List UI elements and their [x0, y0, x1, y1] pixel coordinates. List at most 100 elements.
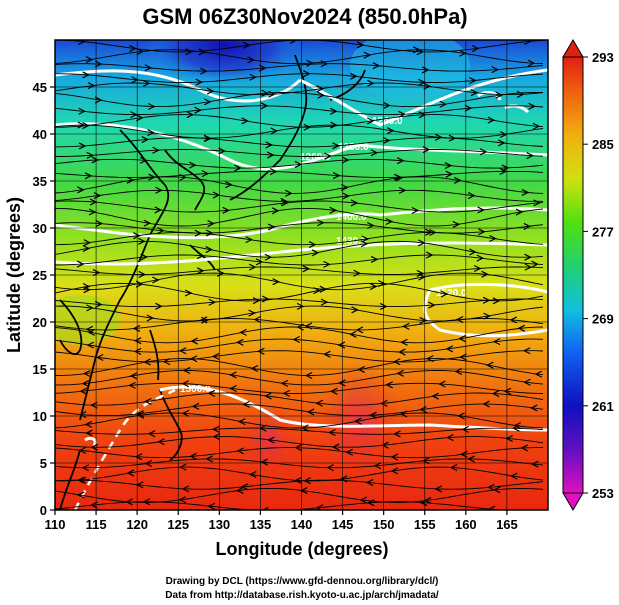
wind-arrow — [512, 424, 520, 432]
wind-arrow — [487, 483, 495, 491]
wind-arrow — [199, 316, 208, 324]
wind-arrow — [136, 114, 144, 122]
x-tick-label: 130 — [208, 517, 230, 532]
wind-arrow — [390, 453, 399, 461]
wind-arrow — [338, 379, 346, 387]
wind-arrow — [139, 156, 148, 164]
x-tick-label: 115 — [86, 517, 107, 532]
colorbar-tick-label: 261 — [592, 399, 614, 414]
wind-arrow — [351, 306, 359, 314]
wind-arrow — [533, 199, 541, 207]
wind-arrow — [189, 161, 197, 169]
wind-arrow — [85, 429, 93, 437]
wind-arrow — [378, 279, 386, 288]
wind-arrow — [294, 444, 303, 452]
wind-arrow — [191, 402, 200, 410]
wind-arrow — [431, 392, 439, 400]
wind-arrow — [87, 82, 96, 90]
wind-arrow — [345, 448, 354, 456]
wind-arrow — [76, 491, 85, 499]
wind-arrow — [135, 280, 144, 288]
wind-arrow — [261, 295, 270, 303]
wind-arrow — [446, 434, 454, 442]
wind-arrow — [449, 464, 458, 472]
streamline — [55, 189, 543, 202]
streamline — [55, 82, 544, 96]
wind-arrow — [323, 260, 331, 268]
wind-arrow — [485, 361, 494, 369]
wind-arrow — [270, 127, 279, 135]
credit-line-1: Drawing by DCL (https://www.gfd-dennou.o… — [166, 576, 439, 587]
wind-arrow — [77, 186, 85, 194]
wind-arrow — [523, 40, 532, 46]
streamline — [55, 282, 544, 302]
wind-arrow — [154, 206, 163, 214]
wind-arrow — [152, 276, 160, 284]
wind-arrow — [392, 358, 401, 366]
wind-arrow — [366, 117, 375, 125]
wind-arrow — [178, 347, 187, 355]
wind-arrow — [280, 199, 289, 207]
wind-arrow — [469, 248, 477, 256]
wind-arrow — [90, 501, 98, 509]
colorbar-top-arrow — [562, 39, 584, 58]
wind-arrow — [423, 82, 431, 90]
wind-arrow — [492, 297, 501, 305]
colorbar-tick-label: 269 — [592, 312, 614, 327]
wind-arrow — [182, 366, 191, 374]
wind-arrow — [155, 186, 163, 194]
wind-arrow — [459, 450, 468, 458]
wind-arrow — [372, 62, 381, 70]
wind-arrow — [350, 199, 359, 207]
contour-label: 1520.0 — [436, 288, 467, 299]
wind-arrow — [308, 241, 317, 249]
x-tick-label: 155 — [414, 517, 436, 532]
wind-arrow — [455, 316, 464, 324]
wind-arrow — [477, 206, 485, 214]
wind-arrow — [181, 485, 190, 493]
wind-arrow — [201, 170, 210, 178]
wind-arrow — [324, 152, 332, 160]
wind-arrow — [306, 59, 314, 67]
wind-arrow — [326, 464, 334, 472]
wind-arrow — [89, 198, 98, 206]
wind-arrow — [178, 496, 186, 504]
wind-arrow — [317, 91, 325, 99]
wind-arrow — [189, 355, 198, 363]
wind-arrow — [136, 47, 145, 56]
y-axis-ticks: 0 5 10 15 20 25 30 35 40 45 — [33, 80, 55, 518]
wind-arrow — [229, 384, 237, 393]
x-tick-label: 140 — [291, 517, 313, 532]
wind-arrow — [248, 309, 256, 317]
streamline — [55, 466, 544, 482]
wind-arrow — [499, 130, 508, 139]
wind-arrow — [130, 111, 138, 119]
wind-arrow — [330, 121, 338, 129]
wind-arrow — [205, 455, 213, 463]
wind-arrow — [155, 302, 163, 310]
wind-arrow — [328, 428, 336, 437]
wind-arrow — [330, 387, 338, 395]
wind-arrow — [203, 98, 212, 106]
streamline — [55, 240, 544, 258]
wind-arrow — [198, 48, 206, 56]
wind-arrow — [229, 371, 237, 379]
wind-arrow — [189, 452, 197, 460]
wind-arrow — [78, 107, 86, 115]
streamline — [55, 49, 544, 65]
wind-arrow — [303, 123, 312, 131]
wind-arrow — [469, 77, 477, 85]
wind-arrow — [126, 469, 135, 477]
y-tick-label: 0 — [40, 503, 47, 518]
wind-arrow — [495, 91, 504, 99]
wind-arrow — [355, 326, 364, 334]
wind-arrow — [260, 102, 269, 110]
streamline — [55, 254, 544, 266]
wind-arrow — [86, 341, 95, 349]
streamline — [55, 392, 544, 406]
y-tick-label: 30 — [33, 221, 47, 236]
streamline — [55, 176, 544, 194]
wind-arrow — [385, 381, 393, 389]
wind-arrow — [146, 314, 155, 322]
wind-arrow — [264, 253, 273, 261]
